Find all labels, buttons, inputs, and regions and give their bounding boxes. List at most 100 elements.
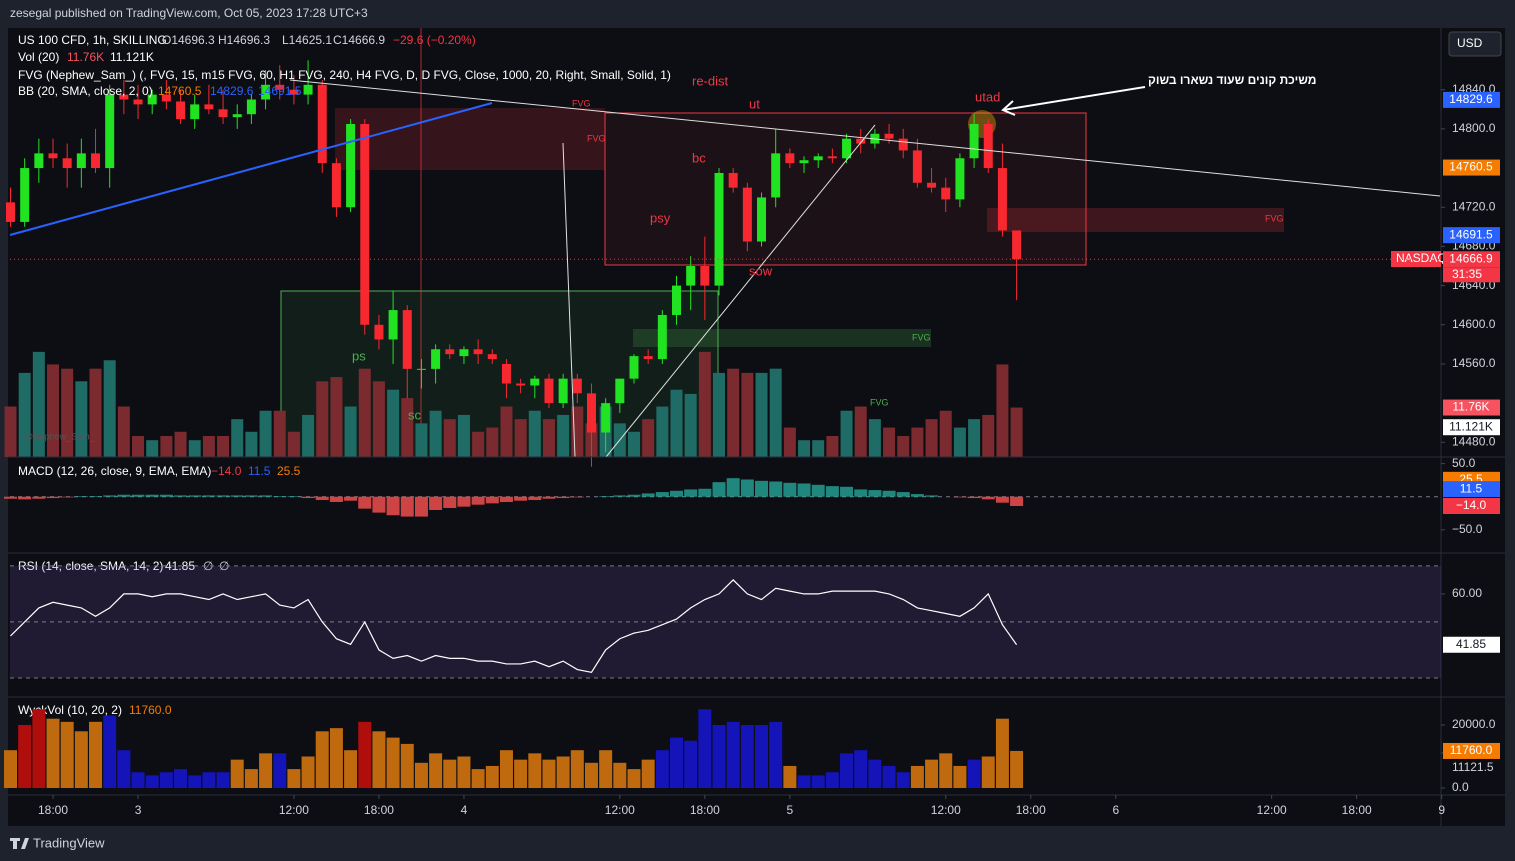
- volume-bar: [47, 364, 60, 457]
- currency[interactable]: USD: [1457, 36, 1483, 50]
- fvg-label: FVG: [587, 133, 606, 143]
- volume-bar: [231, 419, 244, 457]
- x-tick-label: 6: [1112, 803, 1119, 817]
- price-badge: [1443, 251, 1500, 268]
- currency-button[interactable]: [1448, 31, 1502, 57]
- macd-bar: [925, 495, 939, 497]
- macd-bar: [783, 482, 797, 497]
- volume-bar: [883, 427, 896, 457]
- legend-value: 11.76K: [67, 50, 104, 64]
- wyckvol-bar: [443, 759, 457, 789]
- macd-bar: [329, 496, 343, 503]
- volume-bar: [302, 414, 315, 457]
- macd-bar: [627, 494, 641, 497]
- volume-bar: [627, 431, 640, 457]
- wyckvol-bar: [556, 756, 570, 789]
- wyckvol-bar: [811, 775, 825, 789]
- candle-body: [544, 378, 554, 404]
- trend-line: [605, 124, 876, 458]
- macd-bar: [89, 496, 103, 497]
- volume-bar: [287, 431, 300, 457]
- volume-bar: [982, 414, 995, 457]
- macd-bar: [641, 493, 655, 497]
- legend-change: −29.6 (−0.20%): [393, 33, 476, 47]
- candle-body: [445, 349, 455, 355]
- volume-bar: [642, 419, 655, 457]
- volume-bar: [500, 406, 513, 457]
- candle-body: [473, 349, 483, 355]
- x-tick-label: 5: [787, 803, 794, 817]
- macd-bar: [599, 496, 613, 497]
- macd-bar: [995, 496, 1009, 503]
- candle-body: [402, 310, 412, 369]
- candle-body: [105, 94, 115, 169]
- candle-body: [246, 99, 256, 115]
- candle-body: [232, 114, 242, 118]
- candle-body: [898, 138, 908, 151]
- legend-value: 11760.0: [129, 703, 172, 717]
- macd-bar: [4, 496, 17, 499]
- macd-bar: [32, 496, 46, 499]
- candle-body: [969, 123, 979, 159]
- wyckvol-bar: [840, 753, 854, 789]
- volume-bar: [387, 389, 400, 457]
- volume-bar: [259, 410, 272, 457]
- arrow: [1002, 86, 1146, 111]
- candle-body: [176, 101, 186, 120]
- macd-bar: [386, 496, 400, 516]
- volume-bar: [925, 419, 938, 457]
- macd-bar: [188, 495, 202, 497]
- candle-body: [289, 89, 299, 95]
- volume-bar: [188, 440, 201, 457]
- candle-body: [941, 187, 951, 200]
- exchange: NASDAQ: [1396, 251, 1447, 265]
- volume-bar: [656, 406, 669, 457]
- y-tick-label: −50.0: [1452, 522, 1483, 536]
- volume-bar: [401, 398, 414, 457]
- volume-bar: [953, 427, 966, 457]
- volume-bar: [1010, 407, 1023, 457]
- candle-body: [757, 197, 767, 242]
- candle-body: [501, 363, 511, 384]
- candle-body: [516, 383, 526, 386]
- candle-body: [955, 158, 965, 200]
- fvg-zone: [335, 108, 605, 170]
- macd-bar: [670, 490, 684, 497]
- x-tick-label: 12:00: [279, 803, 309, 817]
- y-tick-label: 11121.5: [1452, 760, 1494, 774]
- macd-bar: [967, 496, 981, 499]
- macd-bar: [755, 480, 769, 497]
- wyckvol-bar: [570, 750, 584, 789]
- macd-bar: [117, 494, 131, 497]
- wyckvol-bar: [259, 753, 273, 789]
- brand: TradingView: [33, 835, 105, 850]
- macd-bar: [769, 481, 783, 497]
- wyckvol-bar: [655, 750, 669, 789]
- wyckvol-bar: [599, 750, 613, 789]
- candle-body: [657, 314, 667, 360]
- legend-value: 11.121K: [110, 50, 154, 64]
- volume-bar: [939, 410, 952, 457]
- candle-body: [416, 368, 426, 370]
- macd-bar: [556, 496, 570, 499]
- wyckvol-bar: [981, 756, 995, 789]
- macd-bar: [372, 496, 386, 513]
- wyckvol-bar: [613, 762, 627, 789]
- wyckvol-bar: [315, 731, 329, 789]
- wyckvol-bar: [273, 753, 287, 789]
- price-badge: [1443, 227, 1500, 244]
- candle-body: [714, 172, 724, 286]
- fvg-zone: [633, 329, 931, 347]
- wyckvol-bar: [230, 759, 244, 789]
- annotation-note: משיכת קונים שעוד נשארו בשוק: [1148, 73, 1316, 87]
- macd-bar: [259, 495, 273, 497]
- macd-bar: [811, 484, 825, 497]
- volume-bar: [132, 435, 145, 457]
- macd-bar: [655, 492, 669, 497]
- wyckvol-bar: [74, 731, 88, 789]
- macd-bar: [896, 492, 910, 497]
- macd-bar: [145, 494, 159, 497]
- volume-bar: [911, 427, 924, 457]
- candle-body: [912, 150, 922, 183]
- macd-bar: [131, 494, 145, 497]
